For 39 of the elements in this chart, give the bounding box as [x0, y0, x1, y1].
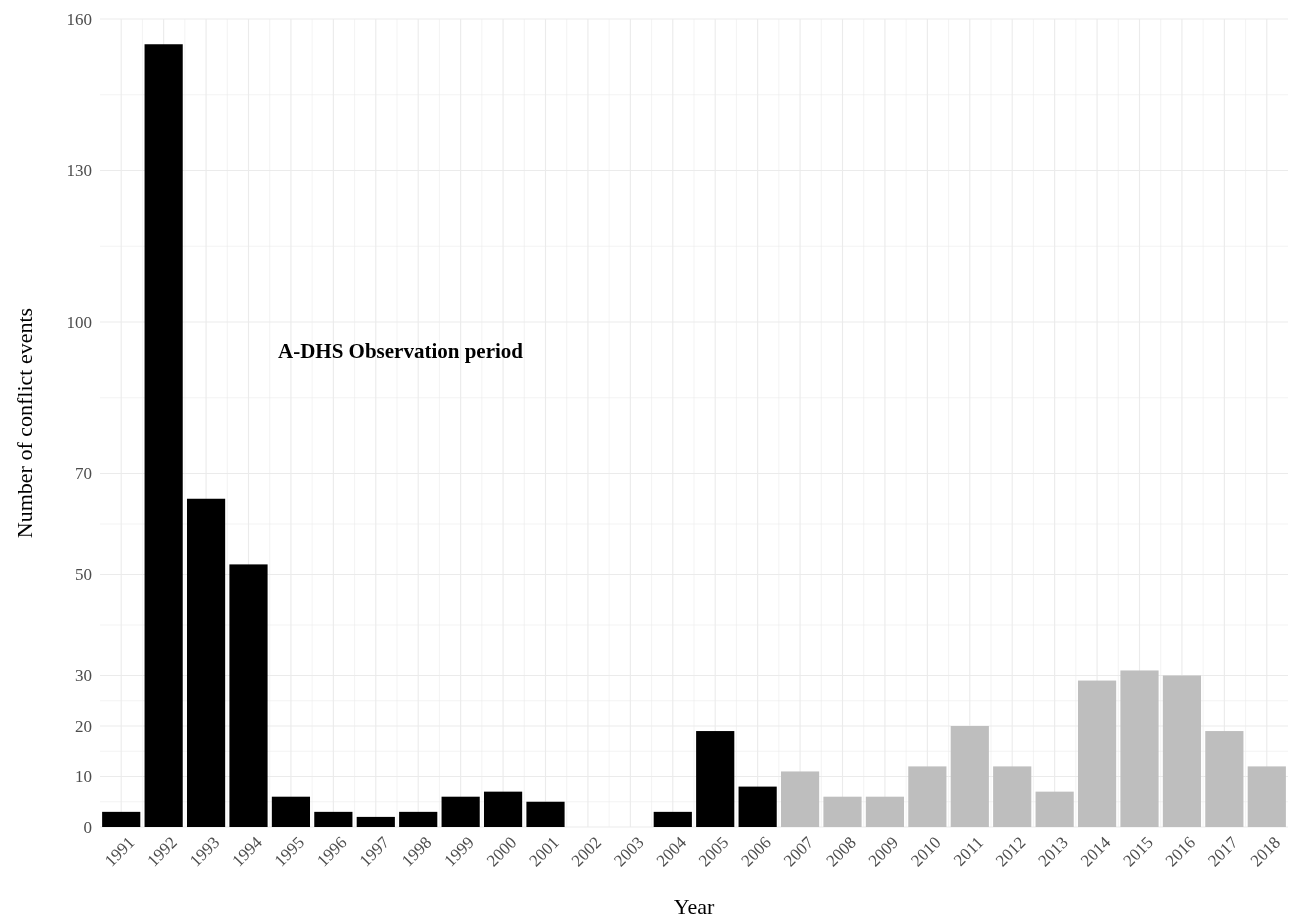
- bar: [823, 796, 862, 827]
- bar: [950, 726, 989, 827]
- y-tick-label: 20: [75, 716, 92, 736]
- x-axis-title: Year: [673, 894, 715, 919]
- bar: [441, 796, 480, 827]
- bar: [1162, 675, 1202, 827]
- y-tick-label: 70: [75, 464, 92, 484]
- annotation: A-DHS Observation period: [278, 339, 524, 363]
- bar: [399, 811, 438, 827]
- y-tick-label: 30: [75, 666, 92, 686]
- bar: [526, 801, 565, 827]
- bar: [1077, 680, 1117, 827]
- y-tick-label: 100: [66, 312, 92, 332]
- bar: [144, 44, 183, 827]
- bar: [1120, 670, 1159, 827]
- bar: [271, 796, 311, 827]
- bar: [229, 564, 268, 827]
- bar: [186, 498, 226, 827]
- bar: [102, 811, 141, 827]
- y-axis-title: Number of conflict events: [12, 307, 37, 539]
- bar: [993, 766, 1032, 827]
- bar: [1035, 791, 1074, 827]
- y-tick-label: 50: [75, 565, 92, 585]
- bar: [908, 766, 947, 827]
- bar: [653, 811, 692, 827]
- y-tick-label: 130: [66, 161, 92, 181]
- bar: [1247, 766, 1286, 827]
- bar: [1205, 731, 1244, 827]
- bar: [865, 796, 905, 827]
- x-tick-label: 2011: [949, 832, 988, 870]
- bar: [356, 816, 395, 827]
- y-tick-label: 0: [83, 817, 92, 837]
- bar: [314, 811, 353, 827]
- bar: [483, 791, 523, 827]
- bar: [696, 731, 735, 827]
- y-tick-label: 10: [75, 767, 92, 787]
- bar: [738, 786, 777, 827]
- y-tick-label: 160: [66, 9, 92, 29]
- bar: [780, 771, 820, 827]
